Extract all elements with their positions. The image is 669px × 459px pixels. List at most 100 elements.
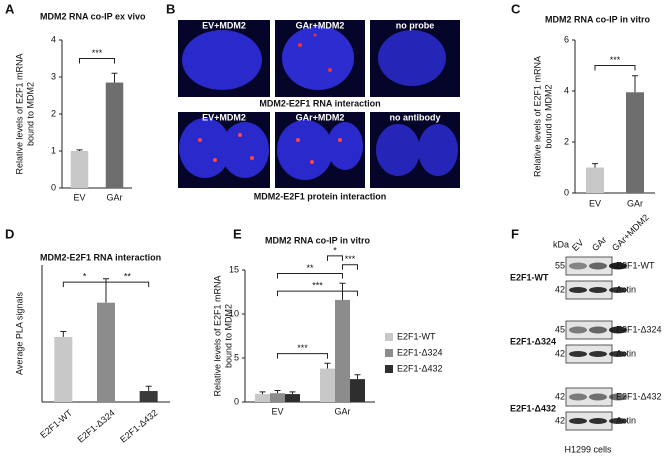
panel-letter: E — [233, 226, 242, 241]
x-tick-label: GAr — [106, 192, 122, 202]
dot — [213, 158, 217, 162]
legend-label: E2F1-Δ432 — [397, 363, 443, 373]
significance-bracket — [277, 353, 328, 359]
y-tick-label: 10 — [229, 308, 239, 318]
y-axis-label: Relative levels of E2F1 mRNA — [212, 275, 222, 396]
lane-label: GAr — [590, 235, 608, 253]
blot-band — [609, 287, 627, 293]
significance-label: * — [83, 272, 87, 282]
error-bar — [289, 391, 296, 395]
dot — [250, 156, 254, 160]
lane-label: GAr+MDM2 — [610, 212, 651, 253]
significance-label: *** — [312, 280, 323, 290]
blot-band — [569, 418, 587, 424]
error-bar — [354, 374, 361, 380]
image-label: no probe — [396, 20, 435, 30]
nucleus — [179, 118, 231, 178]
band-label: E2F1-Δ324 — [616, 324, 662, 334]
bar — [320, 368, 335, 402]
blot-band — [589, 262, 607, 270]
significance-label: *** — [92, 48, 103, 58]
y-tick-label: 2 — [564, 136, 569, 146]
nucleus — [418, 124, 458, 176]
blot-band — [569, 351, 587, 357]
image-label: GAr+MDM2 — [296, 112, 345, 122]
dot — [198, 138, 202, 142]
significance-label: * — [333, 245, 337, 255]
dot — [296, 138, 300, 142]
x-tick-label: E2F1-WT — [38, 407, 74, 440]
x-tick-label: GAr — [334, 406, 350, 416]
blot-band — [589, 287, 607, 293]
significance-label: *** — [610, 55, 621, 65]
chart-title: MDM2 RNA co-IP ex vivo — [40, 11, 146, 21]
significance-label: *** — [345, 254, 356, 264]
chart-title: MDM2 RNA co-IP in vitro — [545, 14, 651, 24]
legend-swatch — [385, 365, 393, 373]
error-bar — [111, 72, 118, 83]
blot-band — [609, 393, 627, 401]
image-label: EV+MDM2 — [202, 112, 246, 122]
significance-bracket — [327, 255, 343, 261]
significance-bracket — [277, 290, 358, 297]
dot — [338, 138, 342, 142]
image-caption: MDM2-E2F1 RNA interaction — [259, 98, 380, 108]
image-label: EV+MDM2 — [202, 20, 246, 30]
y-tick-label: 3 — [51, 71, 56, 81]
blot-band — [609, 418, 627, 424]
bar — [270, 393, 285, 402]
image-caption: MDM2-E2F1 protein interaction — [254, 191, 387, 201]
image-label: no antibody — [390, 112, 441, 122]
dot — [313, 33, 317, 37]
x-tick-label: GAr — [627, 198, 643, 208]
marker-label: 45 — [555, 324, 565, 334]
significance-bracket — [79, 58, 115, 64]
microscopy-images — [178, 20, 460, 188]
y-tick-label: 2 — [51, 108, 56, 118]
bar — [97, 302, 115, 402]
y-tick-label: 15 — [229, 264, 239, 274]
marker-label: 42 — [555, 415, 565, 425]
nucleus — [182, 30, 262, 90]
bar — [285, 394, 300, 402]
blot-name: E2F1-WT — [510, 272, 549, 282]
nucleus — [282, 26, 354, 90]
x-tick-label: E2F1-Δ432 — [118, 408, 159, 445]
blot-band — [569, 326, 587, 334]
bar — [70, 151, 89, 188]
significance-bracket — [277, 273, 343, 279]
image-label: GAr+MDM2 — [296, 20, 345, 30]
dot — [238, 133, 242, 137]
x-tick-label: EV — [589, 198, 601, 208]
y-axis-label: Relative levels of E2F1 mRNA — [532, 56, 542, 177]
y-tick-label: 6 — [564, 34, 569, 44]
panel-letter: B — [166, 1, 175, 16]
dot — [310, 160, 314, 164]
bar — [54, 336, 73, 402]
blot-band — [569, 287, 587, 293]
y-tick-label: 4 — [564, 85, 569, 95]
significance-label: *** — [297, 343, 308, 353]
error-bar — [60, 330, 67, 337]
x-tick-label: EV — [73, 192, 85, 202]
bar — [139, 391, 158, 402]
error-bar — [145, 385, 152, 392]
y-tick-label: 0 — [564, 187, 569, 197]
nucleus — [327, 122, 363, 170]
y-axis-label: bound to MDM2 — [223, 304, 233, 368]
bar — [335, 299, 350, 402]
blot-name: E2F1-Δ432 — [510, 403, 556, 413]
bar — [350, 379, 365, 402]
error-bar — [324, 362, 331, 369]
chart-title: MDM2 RNA co-IP in vitro — [265, 235, 371, 245]
band-label: Actin — [616, 284, 636, 294]
panel-letter: A — [5, 1, 15, 16]
bar — [586, 167, 604, 193]
dot — [328, 68, 332, 72]
significance-label: ** — [124, 272, 132, 282]
marker-label: 55 — [555, 260, 565, 270]
y-axis-label: Average PLA signals — [14, 292, 24, 375]
band-label: E2F1-Δ432 — [616, 391, 662, 401]
significance-label: ** — [306, 263, 314, 273]
blot-band — [589, 418, 607, 424]
